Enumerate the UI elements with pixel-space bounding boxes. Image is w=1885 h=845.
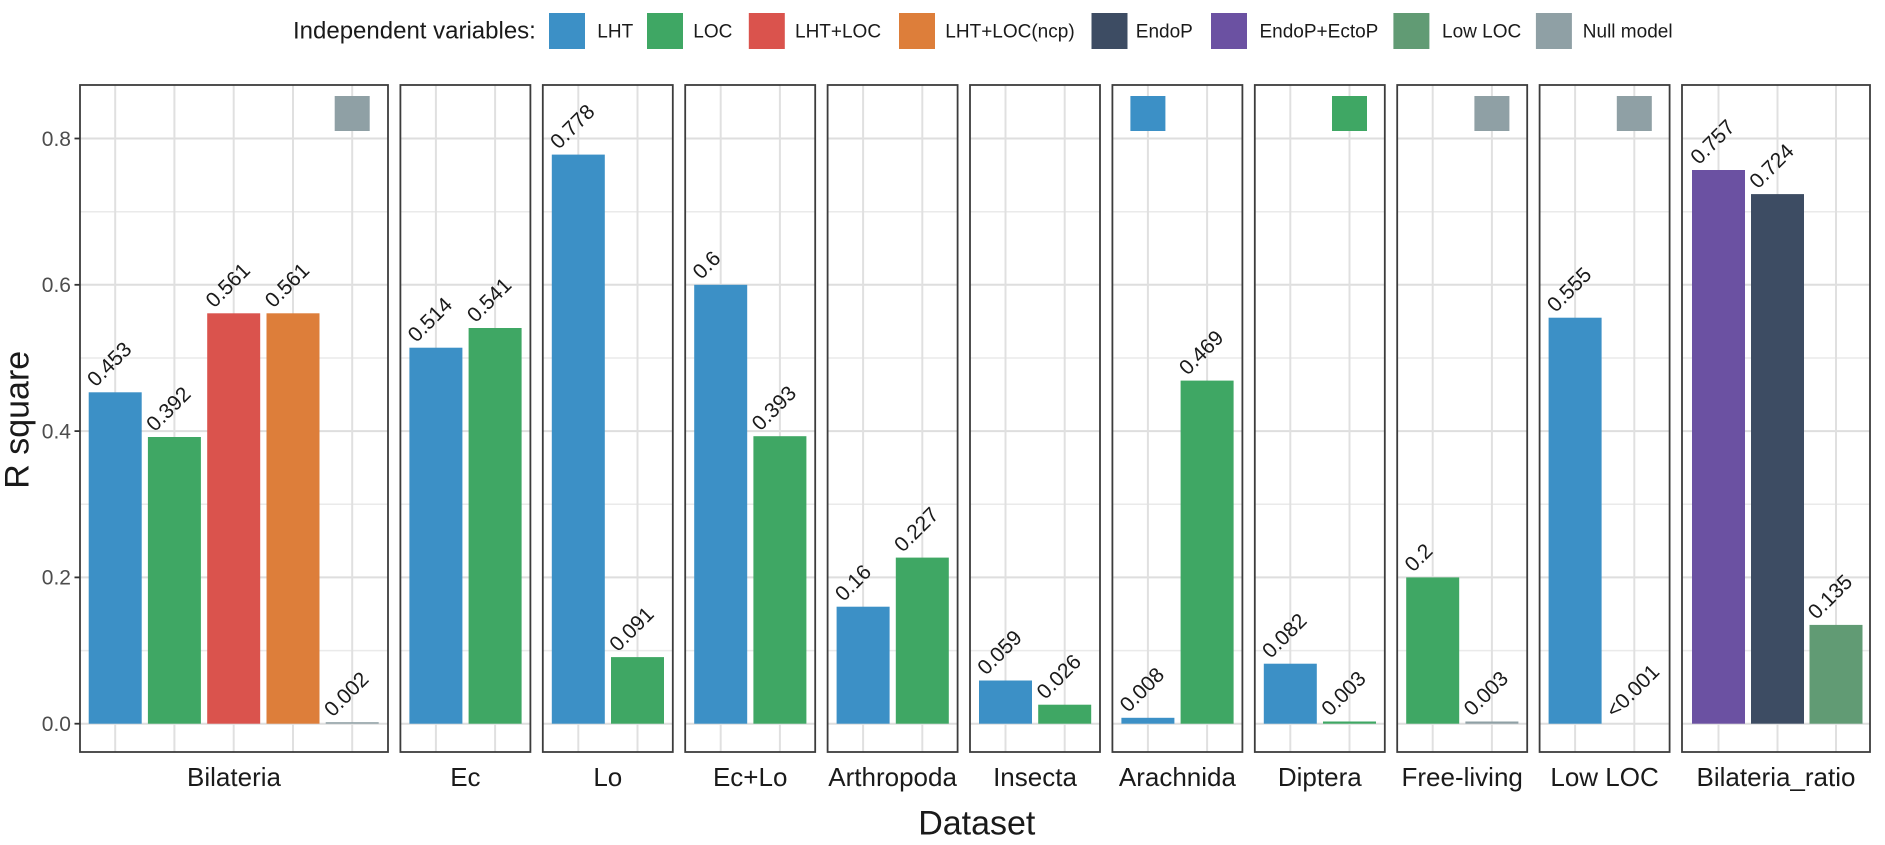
- svg-text:0.6: 0.6: [42, 274, 71, 297]
- svg-text:Independent variables:: Independent variables:: [293, 18, 536, 45]
- svg-text:Bilateria_ratio: Bilateria_ratio: [1697, 762, 1856, 792]
- svg-text:LOC: LOC: [693, 22, 732, 43]
- svg-text:Null model: Null model: [1583, 22, 1673, 43]
- svg-text:0.2: 0.2: [42, 567, 71, 590]
- svg-text:0.0: 0.0: [42, 713, 71, 736]
- svg-text:Bilateria: Bilateria: [187, 762, 281, 792]
- svg-text:Low LOC: Low LOC: [1550, 762, 1658, 792]
- svg-text:LHT: LHT: [597, 22, 633, 43]
- svg-text:Ec: Ec: [450, 762, 480, 792]
- svg-text:Diptera: Diptera: [1278, 762, 1362, 792]
- svg-text:EndoP+EctoP: EndoP+EctoP: [1260, 22, 1379, 43]
- svg-text:Arthropoda: Arthropoda: [828, 762, 957, 792]
- svg-text:0.4: 0.4: [42, 420, 72, 443]
- svg-text:Lo: Lo: [593, 762, 622, 792]
- svg-text:Insecta: Insecta: [993, 762, 1077, 792]
- svg-text:Ec+Lo: Ec+Lo: [713, 762, 787, 792]
- svg-text:Low LOC: Low LOC: [1442, 22, 1521, 43]
- svg-text:0.8: 0.8: [42, 128, 71, 151]
- svg-text:R square: R square: [0, 351, 37, 489]
- svg-text:EndoP: EndoP: [1136, 22, 1193, 43]
- svg-text:LHT+LOC: LHT+LOC: [795, 22, 881, 43]
- svg-text:Dataset: Dataset: [918, 805, 1036, 843]
- svg-text:Arachnida: Arachnida: [1119, 762, 1237, 792]
- svg-text:LHT+LOC(ncp): LHT+LOC(ncp): [945, 22, 1074, 43]
- svg-text:Free-living: Free-living: [1402, 762, 1523, 792]
